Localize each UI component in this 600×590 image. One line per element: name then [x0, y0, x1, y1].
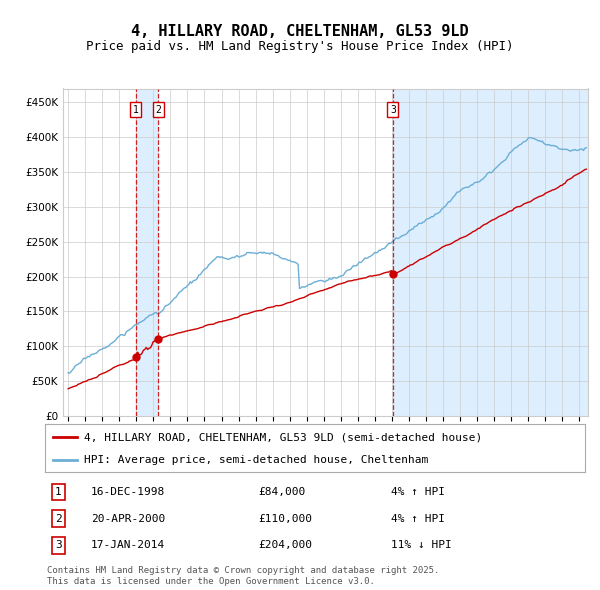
- Text: £84,000: £84,000: [259, 487, 305, 497]
- Text: 4% ↑ HPI: 4% ↑ HPI: [391, 514, 445, 523]
- Text: £110,000: £110,000: [259, 514, 313, 523]
- Text: 16-DEC-1998: 16-DEC-1998: [91, 487, 165, 497]
- Text: 20-APR-2000: 20-APR-2000: [91, 514, 165, 523]
- Bar: [136, 88, 158, 416]
- Text: 2: 2: [155, 105, 161, 115]
- Text: 11% ↓ HPI: 11% ↓ HPI: [391, 540, 451, 550]
- Text: 4, HILLARY ROAD, CHELTENHAM, GL53 9LD: 4, HILLARY ROAD, CHELTENHAM, GL53 9LD: [131, 24, 469, 38]
- Text: 1: 1: [55, 487, 62, 497]
- Text: 2: 2: [55, 514, 62, 523]
- Bar: [393, 88, 588, 416]
- Text: 4, HILLARY ROAD, CHELTENHAM, GL53 9LD (semi-detached house): 4, HILLARY ROAD, CHELTENHAM, GL53 9LD (s…: [84, 432, 482, 442]
- Text: 4% ↑ HPI: 4% ↑ HPI: [391, 487, 445, 497]
- Text: 17-JAN-2014: 17-JAN-2014: [91, 540, 165, 550]
- Text: 3: 3: [390, 105, 396, 115]
- Text: Contains HM Land Registry data © Crown copyright and database right 2025.
This d: Contains HM Land Registry data © Crown c…: [47, 566, 439, 586]
- Text: 3: 3: [55, 540, 62, 550]
- Text: HPI: Average price, semi-detached house, Cheltenham: HPI: Average price, semi-detached house,…: [84, 455, 428, 465]
- Text: Price paid vs. HM Land Registry's House Price Index (HPI): Price paid vs. HM Land Registry's House …: [86, 40, 514, 53]
- Text: 1: 1: [133, 105, 139, 115]
- Text: £204,000: £204,000: [259, 540, 313, 550]
